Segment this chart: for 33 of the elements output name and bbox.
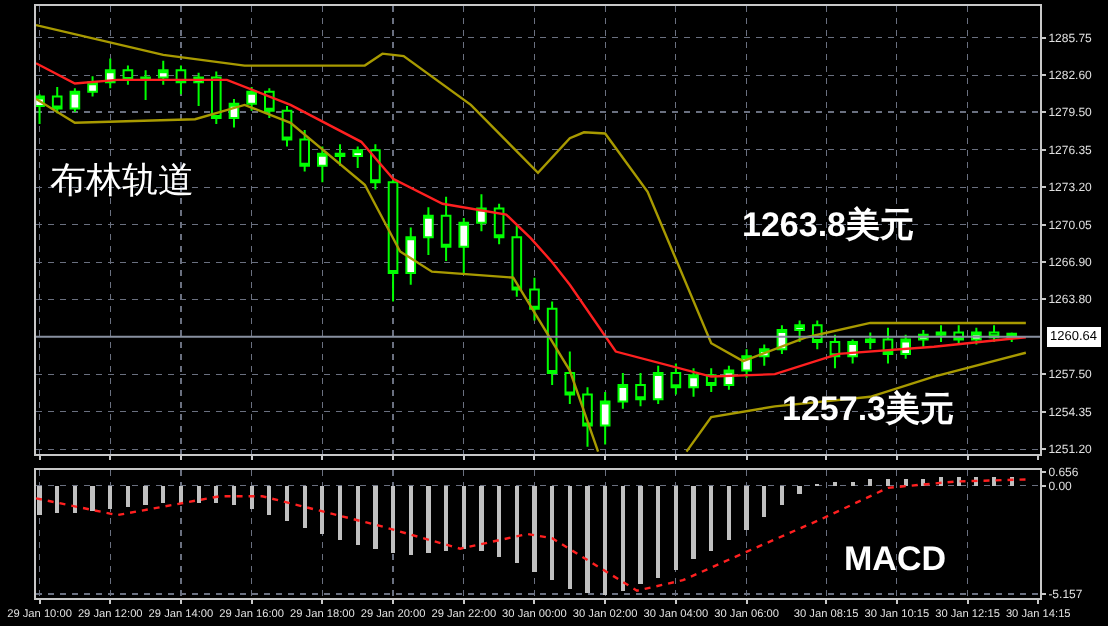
candlestick (529, 276, 540, 322)
candlestick (157, 59, 169, 86)
candlestick (599, 391, 611, 446)
candlestick (458, 217, 470, 274)
candlestick (210, 70, 222, 125)
candlestick (670, 362, 682, 396)
candlestick (652, 364, 664, 405)
candlestick (370, 143, 381, 191)
annotation: 1263.8美元 (742, 206, 914, 244)
candlestick (935, 324, 947, 343)
candlestick (87, 75, 98, 98)
annotation: MACD (844, 540, 946, 578)
candlestick (140, 69, 151, 102)
candlestick (352, 145, 364, 170)
candlestick (440, 195, 452, 262)
candlestick (69, 87, 81, 114)
candlestick (299, 128, 310, 173)
candlestick (405, 226, 417, 286)
candlestick (387, 176, 399, 303)
candlestick (635, 371, 646, 408)
candlestick (564, 350, 576, 405)
candlestick (511, 224, 523, 298)
candlestick (334, 143, 346, 167)
candlestick (317, 145, 328, 184)
annotation: 1257.3美元 (782, 390, 954, 428)
annotation: 布林轨道 (50, 160, 194, 200)
candlestick (794, 319, 805, 343)
candlestick (617, 371, 629, 410)
candlestick (864, 331, 876, 351)
candlestick (246, 86, 257, 112)
candlestick (688, 367, 699, 398)
candlestick (423, 206, 434, 257)
candlestick (51, 86, 63, 115)
